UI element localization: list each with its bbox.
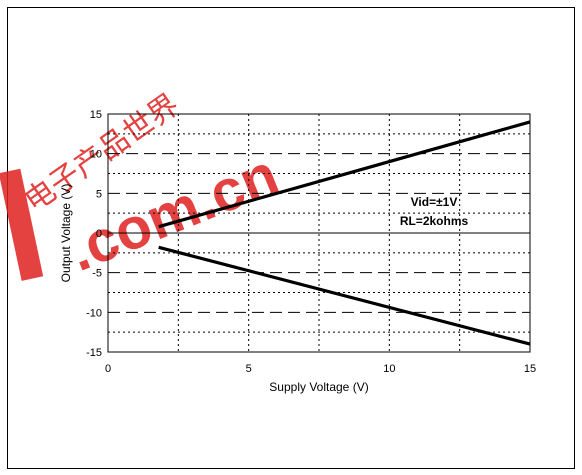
y-tick-label: 5: [96, 188, 102, 200]
x-tick-label: 5: [246, 363, 252, 375]
series-line-1: [158, 120, 531, 229]
y-tick-label: 10: [90, 149, 102, 161]
watermark-logo: 电子产品世界 .com.cn: [0, 88, 287, 284]
series-line-2: [158, 245, 531, 346]
x-tick-label: 15: [524, 363, 536, 375]
y-axis-title: Output Voltage (V): [59, 184, 73, 283]
annotation-rl: RL=2kohms: [400, 214, 469, 228]
y-tick-label: -10: [86, 307, 102, 319]
y-tick-label: -5: [92, 268, 102, 280]
series-group: [158, 120, 531, 346]
figure-frame: [7, 7, 575, 469]
watermark-red-bar: [0, 168, 44, 281]
x-tick-label: 10: [383, 363, 395, 375]
x-tick-label: 0: [105, 363, 111, 375]
y-tick-label: 0: [96, 228, 102, 240]
x-axis-title: Supply Voltage (V): [269, 380, 368, 394]
y-tick-label: -15: [86, 347, 102, 359]
y-tick-label: 15: [90, 109, 102, 121]
tick-labels: 0 5 10 15 15 10 5 0 -5 -10 -15: [86, 109, 536, 375]
annotation-vid: Vid=±1V: [411, 195, 458, 209]
